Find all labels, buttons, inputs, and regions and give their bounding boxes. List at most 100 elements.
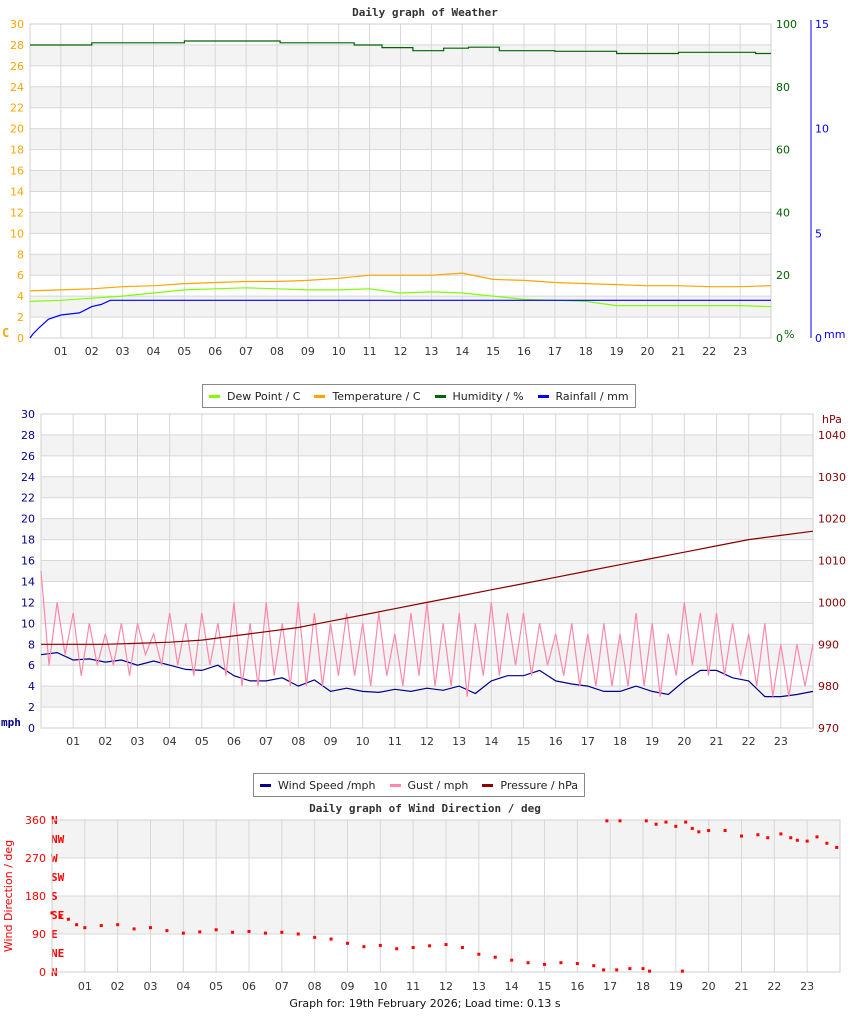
x-tick-label: 19 [645,735,659,748]
wind-direction-point [795,838,799,842]
legend-swatch [260,783,271,787]
x-tick-label: 23 [774,735,788,748]
wind-direction-point [697,830,701,834]
y-tick-label: 12 [21,596,35,609]
x-tick-label: 20 [641,345,655,358]
wind-direction-point [50,911,54,915]
y-tick-label: 270 [25,852,46,865]
y-tick-label: 14 [10,185,24,198]
y-tick-label: 26 [21,450,35,463]
wind-direction-point [247,929,251,933]
y-tick-label-right: 1000 [818,596,846,609]
plot-border [29,23,772,339]
y-tick-label: 14 [21,575,35,588]
x-tick-label: 20 [702,980,716,993]
y-tick-label: 0 [17,332,24,345]
x-tick-label: 19 [669,980,683,993]
y-tick-label: 0 [28,722,35,735]
wind-direction-point [644,819,648,823]
wind-direction-point [444,943,448,947]
wind-direction-point [214,928,218,932]
x-tick-label: 02 [98,735,112,748]
y-tick-label: 4 [17,290,24,303]
wind-direction-point [648,969,652,973]
legend-label: Gust / mph [407,778,469,792]
y-tick-label: 2 [17,311,24,324]
x-tick-label: 07 [239,345,253,358]
y-tick-label: 26 [10,60,24,73]
x-tick-label: 12 [439,980,453,993]
compass-label: NW [51,833,65,846]
x-tick-label: 23 [800,980,814,993]
chart1-title: Daily graph of Weather [352,6,498,19]
x-tick-label: 16 [549,735,563,748]
legend-item-temperature: Temperature / C [314,390,421,403]
y-tick-label-right: 1030 [818,471,846,484]
x-tick-label: 10 [373,980,387,993]
legend-swatch [434,394,446,398]
series-line-rainfall [29,299,771,339]
wind-direction-point [395,947,399,951]
y-tick-label: 8 [28,638,35,651]
x-tick-label: 11 [388,735,402,748]
x-tick-label: 15 [517,735,531,748]
x-tick-label: 12 [420,735,434,748]
x-tick-label: 08 [270,345,284,358]
y-tick-label-right: 40 [776,206,790,219]
x-tick-label: 12 [394,345,408,358]
legend-item-gust: Gust / mph [389,778,469,792]
legend-swatch [314,394,326,398]
legend-label: Humidity / % [452,389,524,403]
wind-direction-point [707,829,711,833]
wind-direction-point [641,967,645,971]
x-tick-label: 21 [735,980,749,993]
legend-label: Wind Speed /mph [278,778,376,792]
wind-direction-point [664,820,668,824]
series-line-wind [40,651,814,698]
y-tick-label-right: 1040 [818,429,846,442]
x-tick-label: 05 [177,345,191,358]
y-tick-label: 24 [21,471,35,484]
wind-direction-point [329,937,333,941]
legend-label: Dew Point / C [227,389,301,403]
legend-label: Pressure / hPa [500,778,578,792]
wind-direction-point [592,964,596,968]
y-tick-label: 28 [10,39,24,52]
legend-item-dewpoint: Dew Point / C [209,390,300,403]
y-tick-label: 18 [21,534,35,547]
x-tick-label: 16 [570,980,584,993]
legend-item-humidity: Humidity / % [434,389,524,403]
wind-direction-point [789,836,793,840]
x-tick-label: 07 [259,735,273,748]
y-tick-label-right2: 10 [815,123,829,136]
x-tick-label: 05 [209,980,223,993]
x-tick-label: 06 [208,345,222,358]
x-tick-label: 19 [610,345,624,358]
x-tick-label: 02 [85,345,99,358]
x-tick-label: 03 [116,345,130,358]
wind-direction-point [779,832,783,836]
x-tick-label: 22 [767,980,781,993]
y-tick-label: 16 [21,555,35,568]
wind-direction-point [690,826,694,830]
x-tick-label: 09 [301,345,315,358]
wind-direction-point [615,968,619,972]
wind-direction-point [83,926,87,930]
y-axis-label-left: mph [1,716,21,729]
x-tick-label: 13 [424,345,438,358]
plot-border [51,819,841,973]
y-tick-label-right: 80 [776,81,790,94]
y-tick-label: 20 [10,123,24,136]
compass-label: S [51,890,58,903]
x-tick-label: 01 [66,735,80,748]
compass-label: W [51,852,58,865]
x-tick-label: 04 [176,980,190,993]
x-tick-label: 14 [484,735,498,748]
x-tick-label: 15 [486,345,500,358]
chart1-legend: Dew Point / C Temperature / C Humidity /… [202,384,636,408]
x-tick-label: 10 [356,735,370,748]
y-axis-label-right2: mm [824,328,845,341]
wind-direction-point [654,822,658,826]
x-tick-label: 13 [472,980,486,993]
